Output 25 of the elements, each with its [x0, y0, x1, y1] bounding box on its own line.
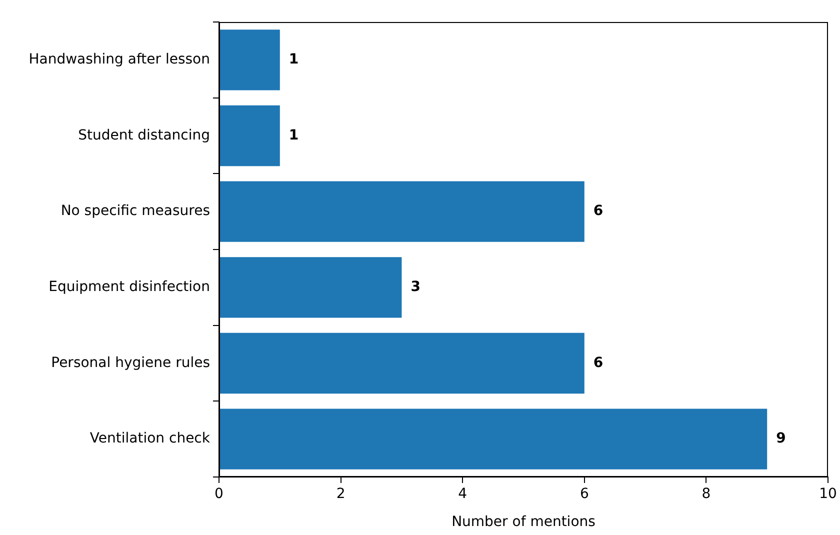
data-label: 6 [593, 354, 604, 371]
x-tick-label: 6 [580, 486, 589, 502]
y-tick-label: Handwashing after lesson [28, 52, 210, 68]
x-axis-title: Number of mentions [452, 514, 596, 530]
y-tick-label: Student distancing [78, 127, 210, 144]
data-label: 1 [288, 127, 299, 144]
bar [220, 181, 584, 242]
bar [220, 332, 584, 394]
y-tick-label: Equipment disinfection [48, 279, 210, 296]
data-label: 6 [593, 203, 604, 220]
bar [220, 408, 768, 470]
bar [220, 105, 280, 166]
bar [220, 30, 280, 90]
x-tick-label: 4 [458, 486, 468, 502]
data-label: 9 [776, 430, 786, 447]
x-tick-label: 8 [702, 486, 711, 502]
y-tick-label: Ventilation check [90, 430, 211, 447]
x-tick-label: 10 [819, 486, 837, 502]
x-tick-label: 2 [336, 486, 346, 502]
data-label: 1 [288, 52, 299, 68]
y-tick-label: No specific measures [60, 203, 210, 220]
x-tick-label: 0 [214, 486, 224, 502]
y-tick-label: Personal hygiene rules [51, 354, 210, 371]
bar [220, 257, 402, 318]
data-label: 3 [410, 279, 420, 296]
